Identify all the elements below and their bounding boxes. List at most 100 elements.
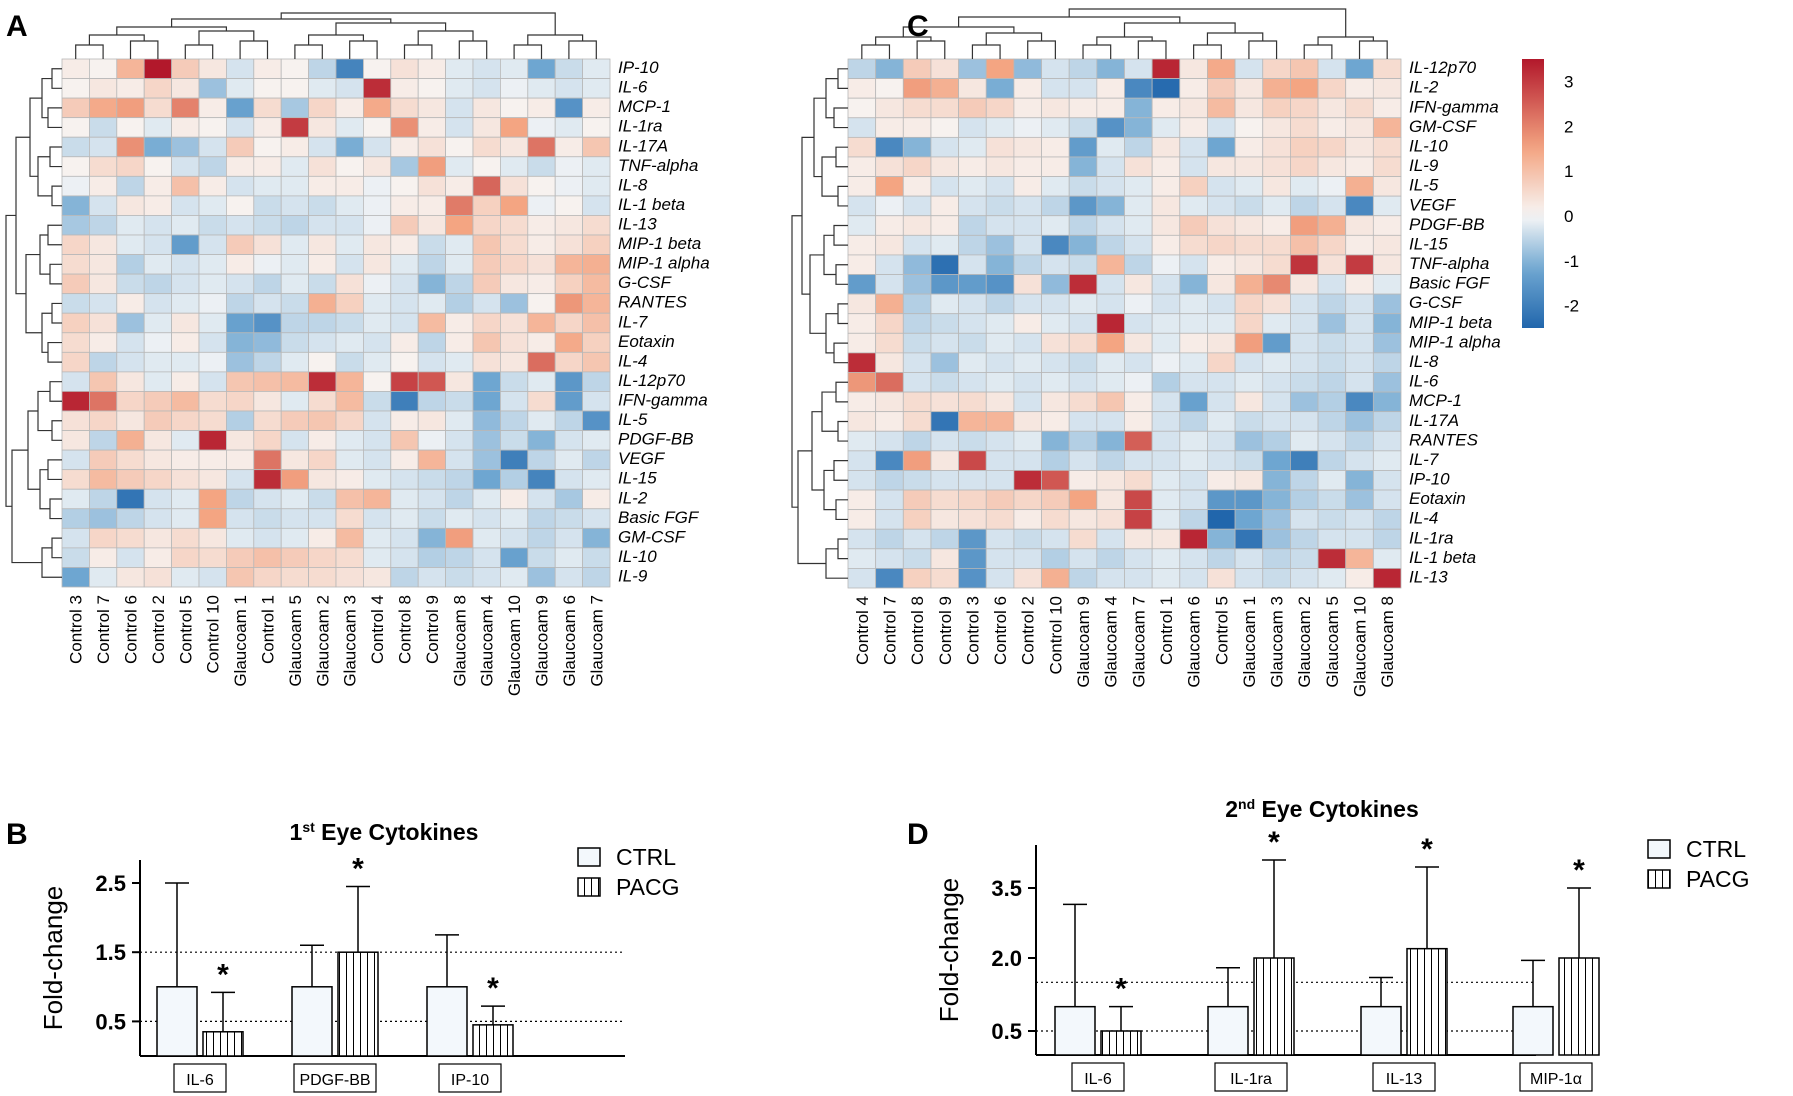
heatmap-cell [171, 508, 200, 529]
heatmap-cell [1317, 509, 1347, 530]
heatmap-cell [253, 293, 282, 314]
heatmap-cell [1068, 215, 1098, 236]
heatmap-cell [499, 508, 529, 529]
dendrogram-branch [801, 136, 814, 295]
heatmap-cell [875, 58, 904, 79]
heatmap-cell [958, 78, 987, 99]
heatmap-cell [143, 567, 172, 588]
significance-star: * [352, 852, 364, 885]
heatmap-cell [445, 136, 474, 158]
dendrogram-branch [971, 44, 1001, 59]
heatmap-cell [1290, 176, 1319, 197]
column-label: Glaucoam 4 [478, 595, 497, 687]
category-label-box [1214, 1062, 1288, 1092]
heatmap-cell [499, 391, 529, 412]
heatmap-cell [985, 509, 1015, 530]
legend-bar [1522, 59, 1544, 328]
heatmap-cell [362, 371, 392, 392]
dendrogram-branch [861, 44, 891, 59]
heatmap-cell [390, 371, 419, 392]
heatmap-cell [472, 195, 501, 216]
heatmap-cell [308, 175, 337, 197]
column-label: Glaucoam 7 [1129, 596, 1148, 688]
heatmap-cell [335, 195, 364, 216]
ctrl-bar [1360, 1005, 1402, 1056]
heatmap-cell [1124, 568, 1153, 589]
dendrogram-branch [129, 40, 159, 59]
heatmap-cell [308, 508, 337, 529]
heatmap-cell [1179, 430, 1208, 452]
heatmap-cell [198, 293, 227, 314]
heatmap-cell [116, 234, 145, 255]
heatmap-cell [930, 97, 960, 119]
heatmap-cell [89, 195, 118, 216]
heatmap-cell [958, 234, 987, 256]
heatmap-cell [930, 78, 960, 99]
heatmap-cell [499, 547, 529, 568]
heatmap-cell [1207, 136, 1236, 158]
dendrogram-branch [49, 381, 62, 402]
heatmap-cell [143, 97, 172, 119]
heatmap-cell [1290, 352, 1319, 373]
heatmap-cell [1372, 332, 1402, 354]
heatmap-cell [582, 449, 611, 471]
heatmap-cell [445, 293, 474, 314]
heatmap-cell [472, 136, 501, 158]
category-label-box [1071, 1062, 1125, 1092]
heatmap-cell [1151, 352, 1181, 373]
y-tick-label: 2.0 [991, 946, 1022, 971]
dendrogram-branch [198, 30, 255, 45]
heatmap-cell [61, 547, 90, 568]
heatmap-cell [308, 234, 337, 255]
heatmap-cell [527, 547, 556, 568]
heatmap-cell [554, 254, 584, 275]
heatmap-cell [171, 78, 200, 99]
heatmap-cell [1372, 117, 1402, 138]
heatmap-cell [1207, 293, 1236, 315]
heatmap-cell [902, 372, 932, 393]
heatmap-cell [930, 450, 960, 471]
heatmap-cell [390, 234, 419, 255]
heatmap-cell [958, 528, 987, 550]
heatmap-cell [1372, 176, 1402, 197]
heatmap-cell [1207, 548, 1236, 569]
heatmap-cell [472, 58, 501, 79]
heatmap-cell [1290, 274, 1319, 295]
heatmap-cell [582, 508, 611, 529]
legend-swatch-ctrl [577, 847, 601, 867]
heatmap-cell [1207, 411, 1236, 432]
heatmap-cell [902, 215, 932, 236]
heatmap-cell [499, 234, 529, 255]
row-label: IL-7 [618, 312, 648, 331]
heatmap-cell [875, 489, 904, 511]
heatmap-cell [225, 215, 255, 236]
heatmap-cell [554, 215, 584, 236]
heatmap-cell [198, 410, 227, 431]
heatmap-cell [847, 450, 877, 471]
heatmap-cell [527, 488, 556, 510]
row-dendrogram [791, 68, 848, 579]
heatmap-cell [527, 508, 556, 529]
legend-swatch-pacg [1647, 869, 1671, 889]
heatmap-cell [308, 332, 337, 353]
heatmap-cell [472, 488, 501, 510]
heatmap-cell [171, 215, 200, 236]
heatmap-cell [1317, 313, 1347, 334]
heatmap-cell [253, 117, 282, 138]
heatmap-cell [417, 195, 447, 216]
heatmap-cell [902, 293, 932, 315]
heatmap-cell [958, 313, 987, 334]
heatmap-cell [527, 136, 556, 158]
heatmap-cell [445, 508, 474, 529]
heatmap-cell [847, 117, 877, 138]
heatmap-cell [847, 548, 877, 569]
heatmap-cell [554, 195, 584, 216]
heatmap-cell [253, 215, 282, 236]
heatmap-cell [445, 78, 474, 99]
heatmap-cell [847, 293, 877, 315]
heatmap-cell [198, 78, 227, 99]
heatmap-cell [1372, 234, 1402, 256]
heatmap-cell [1013, 58, 1042, 79]
heatmap-cell [362, 391, 392, 412]
row-label: G-CSF [1409, 293, 1464, 312]
